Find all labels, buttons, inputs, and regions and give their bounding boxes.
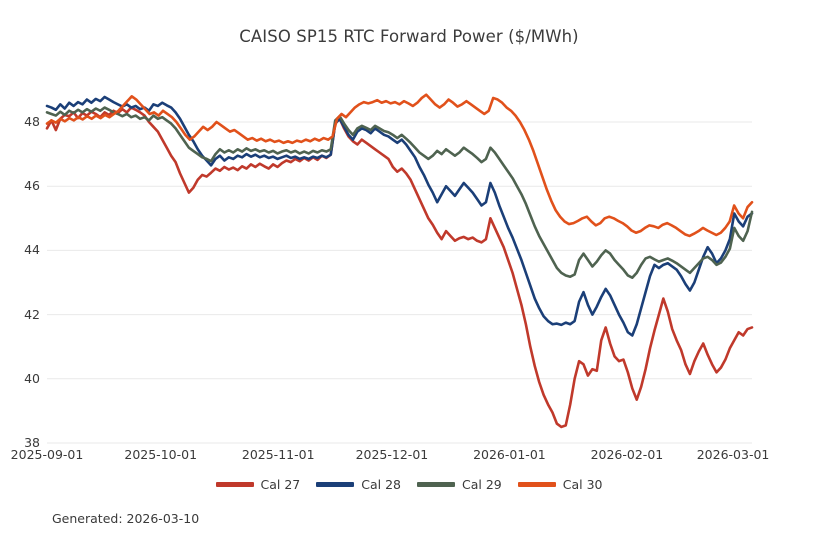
gridlines [47, 121, 752, 444]
y-tick-label-2: 42 [24, 306, 40, 322]
legend-swatch-icon [417, 482, 455, 487]
x-tick-label-4: 2026-01-01 [473, 447, 546, 462]
y-tick-label-3: 44 [24, 242, 40, 258]
legend-label: Cal 27 [260, 477, 301, 492]
series-line-cal-29 [45, 106, 754, 279]
series-line-cal-27 [45, 106, 754, 429]
y-tick-label-5: 48 [24, 114, 40, 129]
legend-label: Cal 29 [462, 477, 502, 492]
generated-timestamp: Generated: 2026-03-10 [52, 511, 200, 526]
x-tick-label-2: 2025-11-01 [241, 447, 315, 462]
legend-label: Cal 30 [562, 477, 603, 492]
x-tick-label-1: 2025-10-01 [124, 447, 198, 462]
x-tick-label-6: 2026-03-01 [696, 447, 770, 462]
x-tick-label-3: 2025-12-01 [355, 447, 429, 462]
legend-item-cal-29[interactable]: Cal 29 [417, 477, 502, 492]
legend-item-cal-30[interactable]: Cal 30 [517, 477, 603, 492]
y-tick-label-1: 40 [24, 370, 40, 386]
series-line-cal-28 [45, 95, 754, 337]
x-tick-label-0: 2025-09-01 [10, 447, 84, 462]
legend-item-cal-27[interactable]: Cal 27 [215, 477, 301, 492]
series-line-cal-30 [45, 93, 754, 238]
y-tick-label-0: 38 [24, 435, 40, 450]
legend-label: Cal 28 [361, 477, 401, 492]
legend-swatch-icon [316, 482, 355, 487]
x-tick-label-5: 2026-02-01 [590, 447, 664, 462]
legend-item-cal-28[interactable]: Cal 28 [316, 477, 401, 492]
legend-swatch-icon [215, 482, 254, 487]
legend-swatch-icon [517, 482, 556, 487]
chart-legend: Cal 27 Cal 28 Cal 29 Cal 30 [0, 477, 818, 492]
series-lines [45, 93, 754, 429]
chart-title: CAISO SP15 RTC Forward Power ($/MWh) [239, 27, 579, 46]
y-tick-label-4: 46 [24, 178, 40, 194]
